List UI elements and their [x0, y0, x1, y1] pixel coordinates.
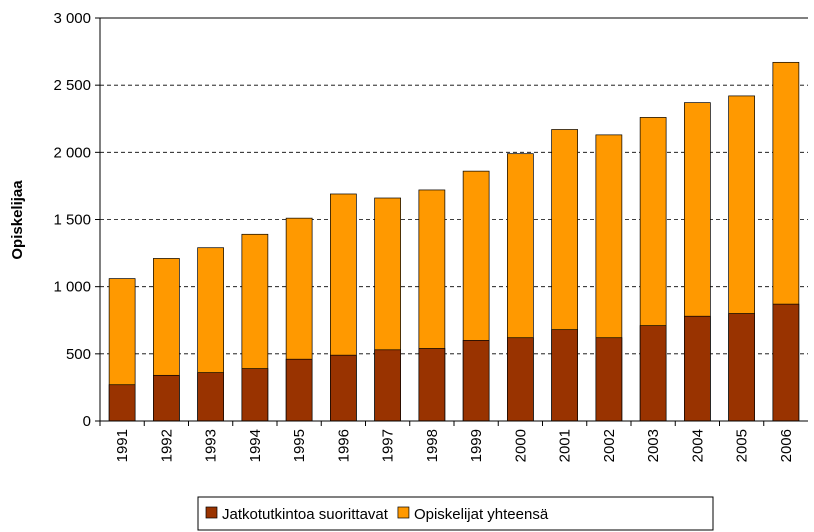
- y-tick-label: 2 500: [53, 77, 91, 94]
- x-tick-label: 1994: [247, 429, 264, 462]
- y-tick-label: 1 000: [53, 279, 91, 296]
- x-tick-label: 1991: [114, 429, 131, 462]
- x-tick-label: 1997: [380, 429, 397, 462]
- bar: [153, 374, 180, 422]
- x-tick-label: 1998: [424, 429, 441, 462]
- y-tick-label: 2 000: [53, 144, 91, 161]
- bar: [374, 349, 401, 422]
- legend-label: Jatkotutkintoa suorittavat: [222, 506, 389, 523]
- x-tick-label: 2000: [512, 429, 529, 462]
- x-tick-label: 2005: [734, 429, 751, 462]
- bar: [551, 329, 578, 422]
- bar: [728, 313, 755, 422]
- bar: [285, 358, 313, 422]
- bar: [241, 368, 269, 422]
- y-tick-label: 3 000: [53, 10, 91, 27]
- bar: [462, 340, 490, 422]
- x-tick-label: 2004: [689, 429, 706, 462]
- x-tick-label: 1992: [158, 429, 175, 462]
- bar: [108, 384, 136, 422]
- bar: [639, 325, 667, 422]
- legend-box: [197, 496, 714, 531]
- x-tick-label: 2003: [645, 429, 662, 462]
- legend-swatch: [397, 506, 410, 519]
- y-tick-label: 0: [83, 413, 91, 430]
- x-tick-label: 2001: [557, 429, 574, 462]
- x-tick-label: 2002: [601, 429, 618, 462]
- bar: [684, 315, 711, 422]
- y-tick-label: 1 500: [53, 212, 91, 229]
- x-tick-label: 1995: [291, 429, 308, 462]
- x-tick-label: 1993: [203, 429, 220, 462]
- x-tick-label: 1999: [468, 429, 485, 462]
- bar: [507, 337, 534, 422]
- legend-label: Opiskelijat yhteensä: [414, 506, 549, 523]
- y-tick-label: 500: [66, 346, 91, 363]
- bar: [418, 348, 446, 422]
- x-tick-label: 1996: [335, 429, 352, 462]
- x-tick-label: 2006: [778, 429, 795, 462]
- bar: [772, 303, 800, 422]
- bar: [197, 372, 224, 422]
- bar: [330, 354, 357, 422]
- legend-swatch: [205, 506, 218, 519]
- bar: [595, 337, 623, 422]
- y-axis-label: Opiskelijaa: [9, 180, 26, 260]
